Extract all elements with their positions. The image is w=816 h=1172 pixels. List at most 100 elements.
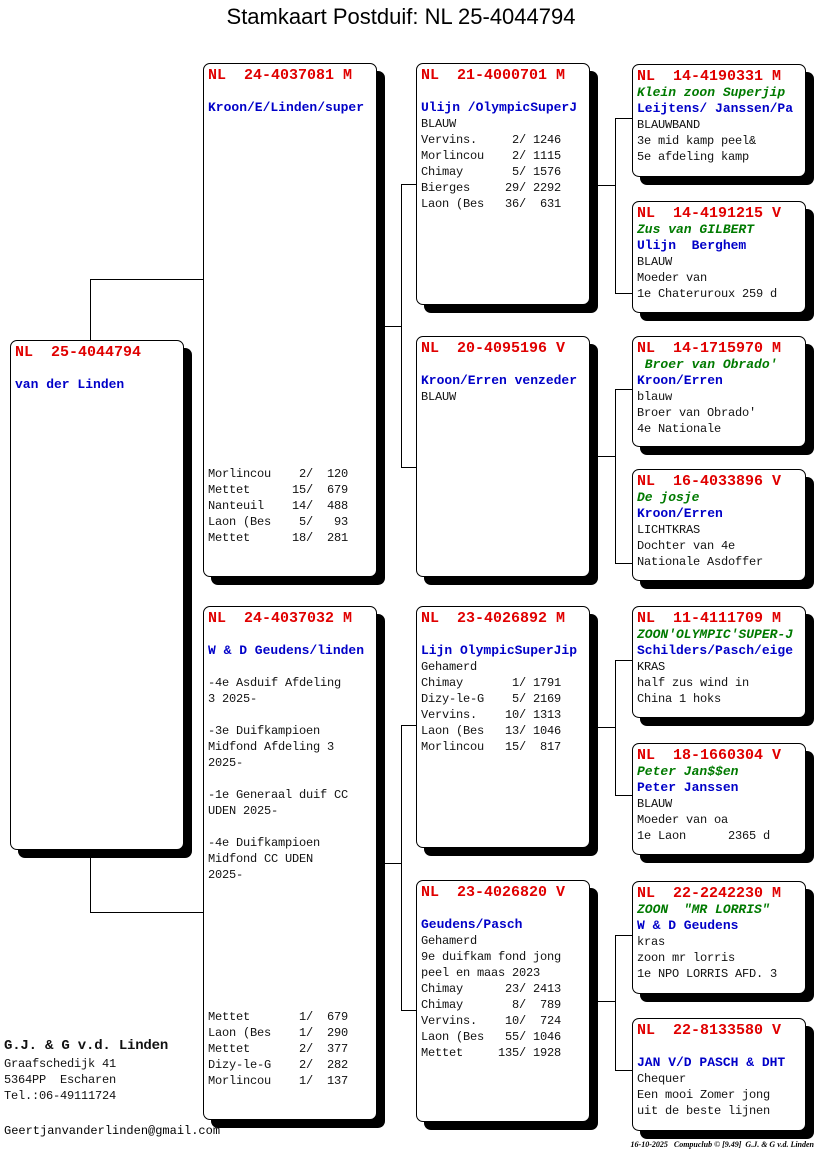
info-line: Chimay 1/ 1791 bbox=[421, 676, 562, 690]
connector bbox=[615, 660, 616, 795]
result-line: Morlincou 1/ 137 bbox=[208, 1074, 349, 1088]
strain: van der Linden bbox=[15, 377, 125, 392]
ring-number: NL 20-4095196 V bbox=[421, 340, 566, 357]
info-line: Morlincou 2/ 1115 bbox=[421, 149, 562, 163]
ring-number: NL 14-4190331 M bbox=[637, 68, 782, 85]
info-line: Mettet 135/ 1928 bbox=[421, 1046, 562, 1060]
strain: JAN V/D PASCH & DHT bbox=[637, 1055, 786, 1070]
pigeon-card-dss: NL 11-4111709 M ZOON'OLYMPIC'SUPER-J Schil… bbox=[632, 606, 806, 718]
connector bbox=[615, 935, 632, 936]
info-line bbox=[208, 659, 376, 675]
info-line: Broer van Obrado' bbox=[637, 406, 757, 420]
owner-email: Geertjanvanderlinden@gmail.com bbox=[4, 1124, 221, 1138]
pigeon-name bbox=[421, 357, 589, 373]
ring-number: NL 14-1715970 M bbox=[637, 340, 782, 357]
pigeon-name: De josje bbox=[637, 490, 700, 505]
pigeon-card-ss: NL 21-4000701 M Ulijn /OlympicSuperJ BLAUW… bbox=[416, 63, 590, 305]
pigeon-card-sire: NL 24-4037081 M Kroon/E/Linden/super Morli… bbox=[203, 63, 377, 577]
info-line: kras bbox=[637, 935, 666, 949]
strain: Leijtens/ Janssen/Pa bbox=[637, 101, 794, 116]
pigeon-name: ZOON "MR LORRIS" bbox=[637, 902, 770, 917]
info-line: BLAUW bbox=[421, 390, 457, 404]
info-line: BLAUW bbox=[637, 797, 673, 811]
info-line: Chimay 5/ 1576 bbox=[421, 165, 562, 179]
info-line: 1e Chateruroux 259 d bbox=[637, 287, 778, 301]
owner-address: Graafschedijk 41 bbox=[4, 1057, 117, 1071]
result-line: Laon (Bes 1/ 290 bbox=[208, 1026, 349, 1040]
connector bbox=[615, 660, 632, 661]
strain: Ulijn /OlympicSuperJ bbox=[421, 100, 578, 115]
connector bbox=[90, 912, 203, 913]
info-line: Dizy-le-G 5/ 2169 bbox=[421, 692, 562, 706]
info-line: Midfond Afdeling 3 bbox=[208, 740, 335, 754]
pigeon-name bbox=[208, 84, 376, 100]
info-line: Gehamerd bbox=[421, 660, 478, 674]
result-line: Mettet 1/ 679 bbox=[208, 1010, 349, 1024]
info-line: -4e Duifkampioen bbox=[208, 836, 321, 850]
info-line: 3 2025- bbox=[208, 692, 258, 706]
info-line: China 1 hoks bbox=[637, 692, 722, 706]
footer-credit: 16-10-2025 Compuclub © [9.49] G.J. & G v… bbox=[630, 1140, 814, 1149]
strain: Kroon/Erren venzeder bbox=[421, 373, 578, 388]
info-line: 9e duifkam fond jong bbox=[421, 950, 562, 964]
info-line: Morlincou 15/ 817 bbox=[421, 740, 562, 754]
info-line bbox=[208, 771, 376, 787]
ring-number: NL 23-4026892 M bbox=[421, 610, 566, 627]
info-line: 1e NPO LORRIS AFD. 3 bbox=[637, 967, 778, 981]
info-line: Laon (Bes 55/ 1046 bbox=[421, 1030, 562, 1044]
pigeon-name: Zus van GILBERT bbox=[637, 222, 755, 237]
info-line: blauw bbox=[637, 390, 673, 404]
pigeon-card-ssd: NL 14-4191215 V Zus van GILBERT Ulijn Berg… bbox=[632, 201, 806, 313]
info-line: Chimay 8/ 789 bbox=[421, 998, 562, 1012]
ring-number: NL 18-1660304 V bbox=[637, 747, 782, 764]
connector bbox=[615, 389, 632, 390]
strain: Kroon/Erren bbox=[637, 506, 723, 521]
info-line: -3e Duifkampioen bbox=[208, 724, 321, 738]
strain: Kroon/Erren bbox=[637, 373, 723, 388]
info-line: Vervins. 2/ 1246 bbox=[421, 133, 562, 147]
connector bbox=[401, 725, 416, 726]
connector bbox=[598, 456, 615, 457]
pigeon-name bbox=[637, 1039, 805, 1055]
pigeon-card-ddd: NL 22-8133580 V JAN V/D PASCH & DHT Cheque… bbox=[632, 1018, 806, 1131]
pigeon-card-dam: NL 24-4037032 M W & D Geudens/linden -4e A… bbox=[203, 606, 377, 1120]
info-line: LICHTKRAS bbox=[637, 523, 701, 537]
pigeon-name: ZOON'OLYMPIC'SUPER-J bbox=[637, 627, 794, 642]
connector bbox=[615, 1070, 632, 1071]
info-line: uit de beste lijnen bbox=[637, 1104, 771, 1118]
info-line: peel en maas 2023 bbox=[421, 966, 541, 980]
info-line: Een mooi Zomer jong bbox=[637, 1088, 771, 1102]
info-line: BLAUW bbox=[421, 117, 457, 131]
ring-number: NL 16-4033896 V bbox=[637, 473, 782, 490]
result-line: Morlincou 2/ 120 bbox=[208, 467, 349, 481]
pigeon-name bbox=[421, 627, 589, 643]
pigeon-card-main: NL 25-4044794 van der Linden bbox=[10, 340, 184, 850]
connector bbox=[615, 563, 632, 564]
info-line: 5e afdeling kamp bbox=[637, 150, 750, 164]
info-line: 3e mid kamp peel& bbox=[637, 134, 757, 148]
connector bbox=[615, 795, 632, 796]
strain: Geudens/Pasch bbox=[421, 917, 523, 932]
info-line: Chequer bbox=[637, 1072, 687, 1086]
pigeon-name: Peter Jan$$en bbox=[637, 764, 739, 779]
pigeon-name bbox=[208, 627, 376, 643]
info-line: Laon (Bes 13/ 1046 bbox=[421, 724, 562, 738]
info-line: BLAUW bbox=[637, 255, 673, 269]
connector bbox=[615, 389, 616, 563]
pigeon-name: Broer van Obrado' bbox=[637, 357, 778, 372]
pigeon-card-ds: NL 23-4026892 M Lijn OlympicSuperJip Geham… bbox=[416, 606, 590, 848]
strain: Schilders/Pasch/eige bbox=[637, 643, 794, 658]
info-line: zoon mr lorris bbox=[637, 951, 736, 965]
connector bbox=[385, 863, 401, 864]
info-line: Midfond CC UDEN bbox=[208, 852, 314, 866]
info-line: Laon (Bes 36/ 631 bbox=[421, 197, 562, 211]
info-line: Vervins. 10/ 724 bbox=[421, 1014, 562, 1028]
info-line: Nationale Asdoffer bbox=[637, 555, 764, 569]
pigeon-name bbox=[15, 361, 183, 377]
info-line: 2025- bbox=[208, 756, 244, 770]
connector bbox=[615, 118, 632, 119]
connector bbox=[598, 1001, 615, 1002]
info-line: 2025- bbox=[208, 868, 244, 882]
info-line: -4e Asduif Afdeling bbox=[208, 676, 342, 690]
result-line: Mettet 2/ 377 bbox=[208, 1042, 349, 1056]
